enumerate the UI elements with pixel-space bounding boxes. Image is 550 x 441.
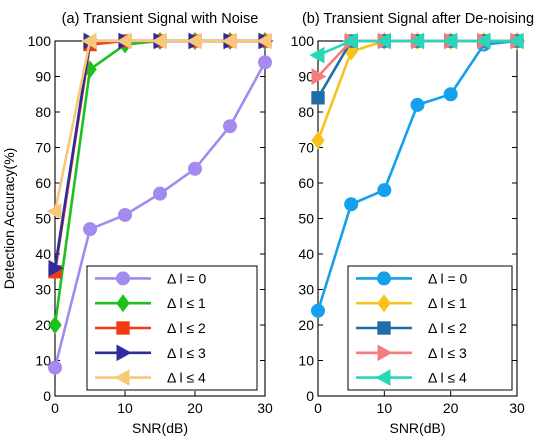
- data-point: [508, 32, 524, 50]
- x-tick-label: 0: [51, 400, 59, 416]
- y-tick-label: 30: [298, 282, 314, 298]
- data-point: [410, 97, 425, 112]
- y-tick-label: 40: [298, 246, 314, 262]
- data-point: [48, 316, 62, 334]
- y-tick-label: 70: [35, 140, 51, 156]
- data-point: [375, 32, 391, 50]
- y-tick-label: 0: [306, 388, 314, 404]
- data-point: [46, 203, 62, 220]
- legend-marker: [377, 294, 391, 313]
- data-point: [311, 91, 325, 105]
- data-point: [443, 87, 458, 102]
- chart-panel-b: (b) Transient Signal after De-noising 0 10…: [291, 11, 534, 436]
- data-point: [311, 303, 325, 318]
- chart-title: (b) Transient Signal after De-noising: [302, 11, 534, 27]
- y-tick-label: 60: [298, 175, 314, 191]
- legend: Δ l = 0 Δ l ≤ 1 Δ l ≤ 2 Δ l ≤ 3 Δ l ≤ 4: [86, 265, 258, 391]
- legend-marker: [116, 294, 130, 313]
- legend-marker: [377, 344, 393, 362]
- data-point: [188, 161, 202, 176]
- legend-label: Δ l ≤ 1: [167, 295, 206, 311]
- series-0: [48, 55, 272, 375]
- y-tick-label: 10: [298, 353, 314, 369]
- chart-title: (a) Transient Signal with Noise: [62, 11, 259, 27]
- y-tick-label: 20: [35, 317, 51, 333]
- series-line: [53, 39, 265, 272]
- data-point: [256, 32, 272, 50]
- x-tick-label: 10: [117, 400, 133, 416]
- data-point: [309, 46, 325, 64]
- series-4: [309, 32, 524, 64]
- data-point: [48, 360, 62, 375]
- legend: Δ l = 0 Δ l ≤ 1 Δ l ≤ 2 Δ l ≤ 3 Δ l ≤ 4: [347, 265, 513, 391]
- data-point: [81, 32, 97, 50]
- legend-marker: [114, 369, 130, 386]
- legend-marker: [375, 369, 391, 386]
- y-tick-label: 30: [35, 282, 51, 298]
- y-tick-label: 80: [298, 104, 314, 120]
- data-point: [221, 32, 237, 50]
- data-point: [377, 183, 392, 198]
- data-point: [311, 68, 327, 85]
- y-tick-label: 0: [43, 388, 51, 404]
- y-tick-label: 60: [35, 175, 51, 191]
- y-tick-label: 10: [35, 353, 51, 369]
- chart-panel-a: (a) Transient Signal with Noise 0 10 20 30 40…: [1, 11, 274, 436]
- x-tick-label: 20: [187, 400, 203, 416]
- x-tick-label: 30: [509, 400, 525, 416]
- series-3: [48, 32, 274, 277]
- legend-label: Δ l ≤ 4: [167, 370, 206, 386]
- data-point: [223, 119, 237, 134]
- legend-marker: [116, 344, 132, 362]
- data-point: [186, 32, 202, 50]
- y-tick-label: 100: [28, 33, 52, 49]
- legend-label: Δ l ≤ 3: [167, 345, 206, 361]
- series-4: [46, 32, 272, 220]
- data-point: [116, 32, 132, 50]
- legend-label: Δ l ≤ 2: [167, 320, 206, 336]
- y-tick-label: 80: [35, 104, 51, 120]
- legend-marker: [116, 321, 130, 335]
- x-axis-label: SNR(dB): [389, 420, 445, 436]
- y-tick-label: 20: [298, 317, 314, 333]
- y-tick-label: 90: [298, 69, 314, 85]
- y-tick-label: 100: [291, 33, 315, 49]
- data-point: [342, 32, 358, 50]
- x-tick-label: 10: [377, 400, 393, 416]
- data-point: [153, 186, 167, 201]
- series-2: [48, 34, 272, 279]
- legend-label: Δ l ≤ 4: [428, 370, 467, 386]
- data-point: [151, 32, 167, 50]
- y-axis-label: Detection Accuracy(%): [1, 148, 17, 290]
- x-tick-label: 30: [257, 400, 273, 416]
- legend-marker: [377, 321, 391, 335]
- y-tick-label: 50: [298, 211, 314, 227]
- data-point: [442, 32, 458, 50]
- data-point: [83, 222, 97, 237]
- data-point: [408, 32, 424, 50]
- legend-label: Δ l ≤ 3: [428, 345, 467, 361]
- legend-label: Δ l ≤ 1: [428, 295, 467, 311]
- y-tick-label: 90: [35, 69, 51, 85]
- x-tick-label: 0: [314, 400, 322, 416]
- legend-label: Δ l = 0: [167, 270, 207, 286]
- data-point: [475, 32, 491, 50]
- y-tick-label: 70: [298, 140, 314, 156]
- data-point: [118, 207, 132, 222]
- legend-marker: [116, 271, 130, 286]
- legend-marker: [377, 271, 391, 286]
- x-axis-label: SNR(dB): [132, 420, 188, 436]
- data-point: [344, 197, 359, 212]
- legend-label: Δ l = 0: [428, 270, 468, 286]
- legend-label: Δ l ≤ 2: [428, 320, 467, 336]
- y-tick-label: 40: [35, 246, 51, 262]
- data-point: [311, 131, 325, 150]
- y-tick-label: 50: [35, 211, 51, 227]
- data-point: [258, 55, 272, 70]
- data-point: [48, 259, 64, 277]
- x-tick-label: 20: [443, 400, 459, 416]
